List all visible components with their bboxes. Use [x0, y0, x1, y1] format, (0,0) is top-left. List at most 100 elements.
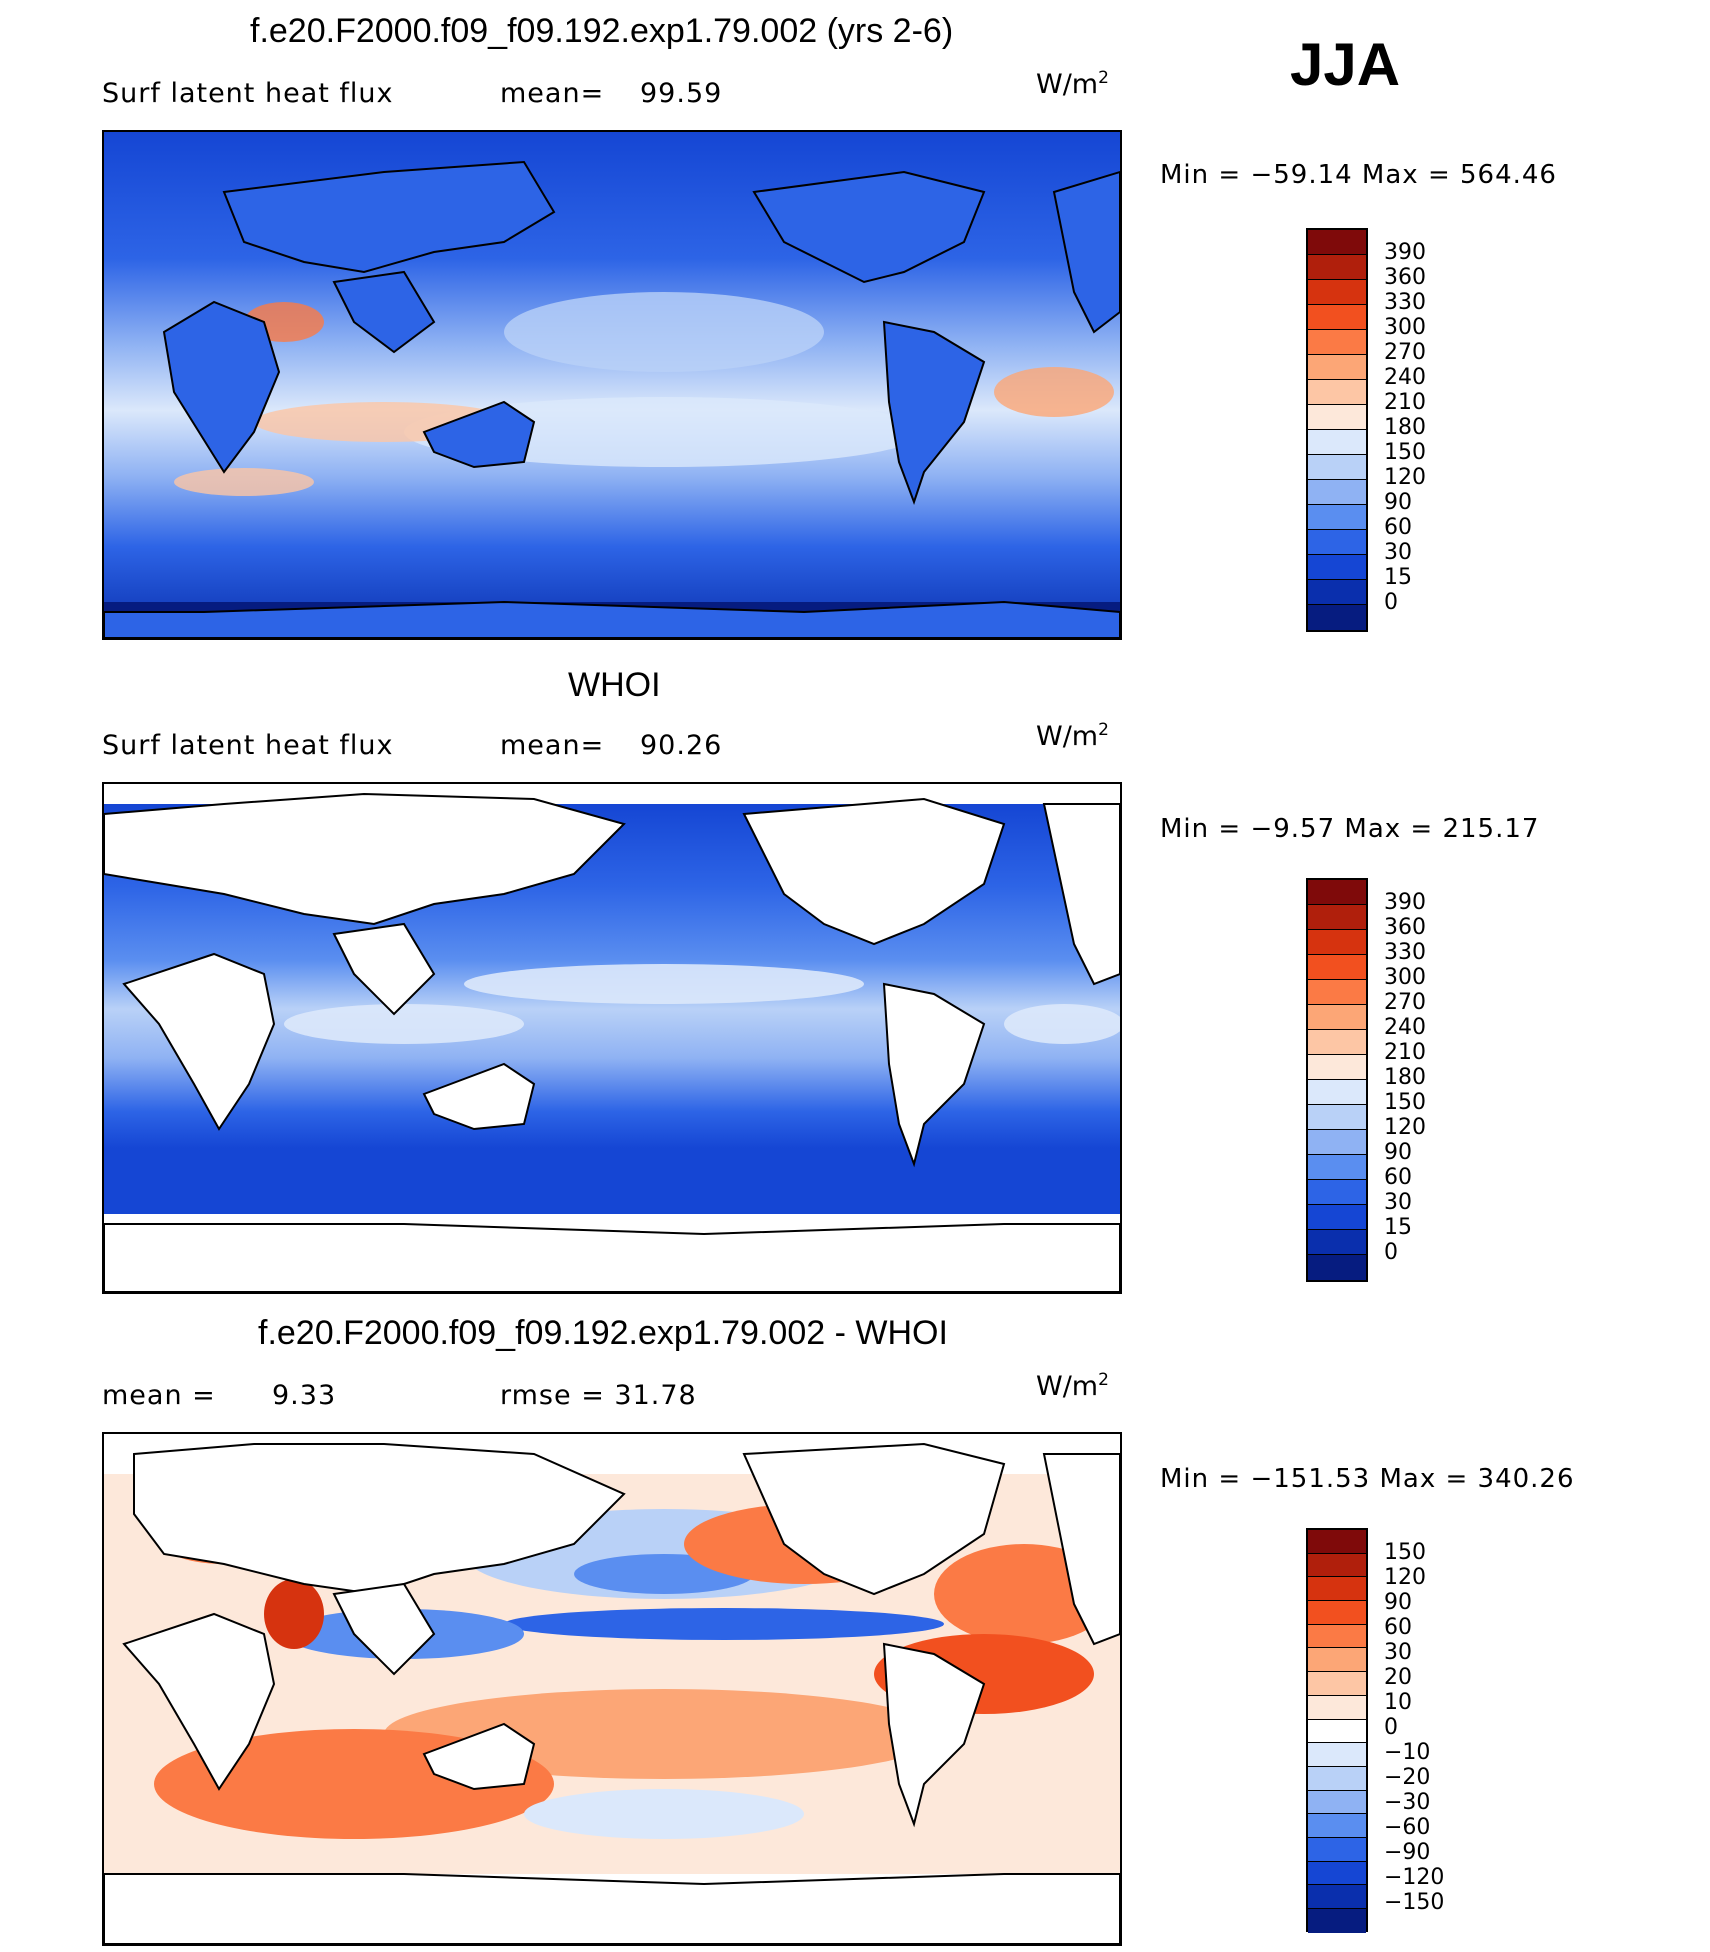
panel3-colorbar [1306, 1528, 1368, 1933]
panel2-colorbar-label: 15 [1384, 1215, 1412, 1240]
panel1-map [102, 130, 1122, 640]
panel2-map-svg [104, 784, 1120, 1292]
panel3-colorbar-cell [1308, 1885, 1366, 1909]
panel3-colorbar-cell [1308, 1719, 1366, 1744]
panel2-colorbar-cell [1308, 1180, 1366, 1205]
panel2-colorbar-label: 90 [1384, 1140, 1412, 1165]
panel3-colorbar-cell [1308, 1577, 1366, 1602]
panel1-colorbar-cell [1308, 305, 1366, 330]
panel2-colorbar-cell [1308, 1030, 1366, 1055]
panel2-colorbar-label: 300 [1384, 965, 1426, 990]
panel3-colorbar-cell [1308, 1695, 1366, 1720]
panel1-colorbar-label: 120 [1384, 465, 1426, 490]
panel2-colorbar-label: 180 [1384, 1065, 1426, 1090]
panel2-colorbar-label: 120 [1384, 1115, 1426, 1140]
panel3-colorbar-label: −120 [1384, 1865, 1445, 1890]
panel3-colorbar-label: 120 [1384, 1565, 1426, 1590]
panel2-colorbar-labels: 390 360 330 300 270 240 210 180 150 120 … [1384, 890, 1426, 1265]
panel2-title: WHOI [568, 666, 661, 704]
panel3-colorbar-cell [1308, 1909, 1366, 1933]
panel1-colorbar-cell [1308, 605, 1366, 630]
panel1-colorbar-label: 180 [1384, 415, 1426, 440]
panel1-mean-label: mean= [500, 78, 605, 109]
panel2-colorbar-cell [1308, 1005, 1366, 1030]
panel3-mean-label: mean = [102, 1380, 216, 1411]
panel1-colorbar-cell [1308, 330, 1366, 355]
panel1-colorbar [1306, 228, 1368, 632]
panel2-colorbar-label: 390 [1384, 890, 1426, 915]
panel3-map-svg [104, 1434, 1120, 1944]
panel3-colorbar-cell [1308, 1743, 1366, 1767]
panel3-colorbar-cell [1308, 1624, 1366, 1649]
panel2-colorbar-cell [1308, 1130, 1366, 1155]
panel3-title: f.e20.F2000.f09_f09.192.exp1.79.002 - WH… [258, 1314, 948, 1352]
panel3-colorbar-label: 90 [1384, 1590, 1412, 1615]
panel1-colorbar-label: 270 [1384, 340, 1426, 365]
panel3-colorbar-label: 20 [1384, 1665, 1412, 1690]
panel1-colorbar-cell [1308, 255, 1366, 280]
panel2-mean-label: mean= [500, 730, 605, 761]
panel1-colorbar-labels: 390 360 330 300 270 240 210 180 150 120 … [1384, 240, 1426, 615]
panel3-units: W/m2 [1036, 1370, 1109, 1402]
panel2-colorbar [1306, 878, 1368, 1282]
panel1-colorbar-cell [1308, 355, 1366, 380]
panel1-colorbar-cell [1308, 555, 1366, 580]
panel1-colorbar-label: 60 [1384, 515, 1412, 540]
panel3-colorbar-label: 0 [1384, 1715, 1398, 1740]
panel2-colorbar-cell [1308, 1105, 1366, 1130]
panel3-coastlines [104, 1442, 1120, 1944]
panel2-variable: Surf latent heat flux [102, 730, 394, 761]
panel2-colorbar-cell [1308, 905, 1366, 930]
panel2-colorbar-cell [1308, 980, 1366, 1005]
panel1-colorbar-cell [1308, 430, 1366, 455]
panel1-colorbar-cell [1308, 505, 1366, 530]
panel1-colorbar-cell [1308, 455, 1366, 480]
panel1-colorbar-label: 210 [1384, 390, 1426, 415]
panel3-colorbar-label: −60 [1384, 1815, 1431, 1840]
panel1-colorbar-label: 30 [1384, 540, 1412, 565]
panel2-colorbar-label: 270 [1384, 990, 1426, 1015]
panel1-coastlines [104, 160, 1120, 638]
panel1-colorbar-label: 330 [1384, 290, 1426, 315]
panel3-colorbar-label: 10 [1384, 1690, 1412, 1715]
panel2-colorbar-label: 0 [1384, 1240, 1398, 1265]
panel3-map [102, 1432, 1122, 1946]
panel2-colorbar-cell [1308, 880, 1366, 905]
panel1-colorbar-label: 90 [1384, 490, 1412, 515]
panel2-colorbar-label: 360 [1384, 915, 1426, 940]
panel3-mean-value: 9.33 [272, 1380, 337, 1411]
panel3-colorbar-cell [1308, 1814, 1366, 1838]
panel2-colorbar-cell [1308, 930, 1366, 955]
panel3-colorbar-label: −20 [1384, 1765, 1431, 1790]
panel1-colorbar-label: 240 [1384, 365, 1426, 390]
panel3-colorbar-cell [1308, 1766, 1366, 1791]
panel2-colorbar-cell [1308, 1230, 1366, 1255]
panel3-colorbar-cell [1308, 1530, 1366, 1554]
panel1-units: W/m2 [1036, 68, 1109, 100]
panel3-colorbar-label: 30 [1384, 1640, 1412, 1665]
panel2-coastlines [104, 792, 1120, 1292]
panel2-colorbar-label: 240 [1384, 1015, 1426, 1040]
panel3-colorbar-cell [1308, 1790, 1366, 1815]
panel1-colorbar-label: 150 [1384, 440, 1426, 465]
panel2-minmax: Min = −9.57 Max = 215.17 [1160, 814, 1540, 844]
panel3-colorbar-label: −90 [1384, 1840, 1431, 1865]
panel2-colorbar-label: 210 [1384, 1040, 1426, 1065]
panel1-map-svg [104, 132, 1120, 638]
panel2-colorbar-cell [1308, 1155, 1366, 1180]
panel3-colorbar-cell [1308, 1648, 1366, 1673]
panel2-colorbar-label: 30 [1384, 1190, 1412, 1215]
panel1-colorbar-cell [1308, 405, 1366, 430]
panel1-colorbar-cell [1308, 380, 1366, 405]
panel2-map [102, 782, 1122, 1294]
panel1-colorbar-label: 0 [1384, 590, 1398, 615]
panel1-colorbar-label: 300 [1384, 315, 1426, 340]
panel1-variable: Surf latent heat flux [102, 78, 394, 109]
panel1-colorbar-cell [1308, 580, 1366, 605]
panel1-colorbar-cell [1308, 530, 1366, 555]
panel1-colorbar-label: 15 [1384, 565, 1412, 590]
panel2-units: W/m2 [1036, 720, 1109, 752]
panel3-colorbar-cell [1308, 1861, 1366, 1886]
panel1-colorbar-cell [1308, 280, 1366, 305]
panel3-colorbar-cell [1308, 1837, 1366, 1862]
